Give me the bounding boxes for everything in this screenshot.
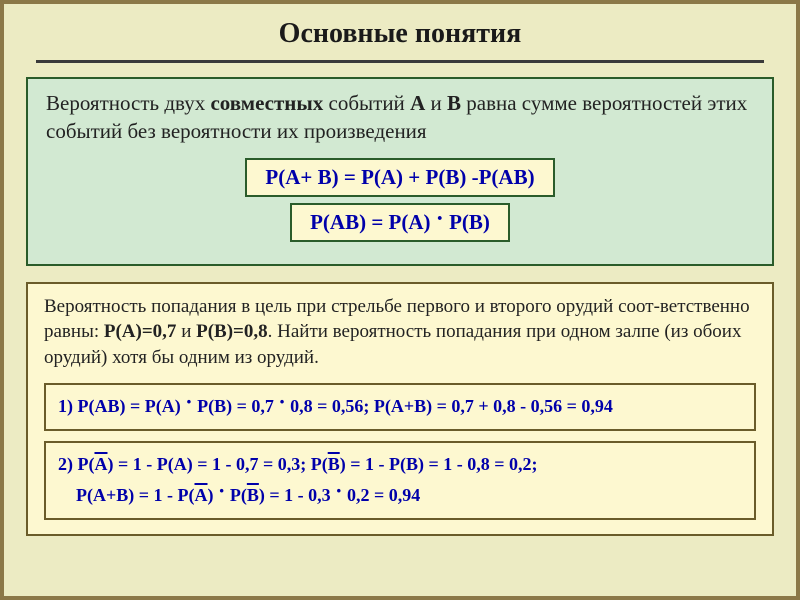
solution-2: 2) P(A) = 1 - P(A) = 1 - 0,7 = 0,3; P(B)… [44, 441, 756, 520]
theorem-statement: Вероятность двух совместных событий А и … [46, 89, 754, 146]
formula-row: P(A+ B) = P(A) + P(B) -P(AB) [46, 158, 754, 197]
text-bold: А [410, 91, 425, 115]
mult-dot-icon: · [218, 478, 225, 503]
sol-part: P(B) = 0,7 [193, 396, 279, 416]
text-bold: Р(А)=0,7 [104, 321, 177, 342]
sol-part: P(A+B) = 1 - P( [58, 485, 195, 505]
example-statement: Вероятность попадания в цель при стрельб… [44, 294, 756, 371]
sol-part: 0,2 = 0,94 [342, 485, 420, 505]
formula-row: P(AB) = P(A) · P(B) [46, 203, 754, 242]
sol-part: 2) P( [58, 454, 94, 474]
sol-part: 1) P(AB) = P(A) [58, 396, 185, 416]
sol-part: ) [208, 485, 219, 505]
text-bold: Р(В)=0,8 [196, 321, 268, 342]
solution-1: 1) P(AB) = P(A) · P(B) = 0,7 · 0,8 = 0,5… [44, 383, 756, 432]
sol-part: P( [225, 485, 247, 505]
overline-B: B [247, 485, 259, 505]
overline-A: A [94, 454, 107, 474]
formula-part: P(B) [444, 210, 490, 234]
mult-dot-icon: · [185, 389, 192, 414]
mult-dot-icon: · [335, 478, 342, 503]
slide-title: Основные понятия [4, 4, 796, 60]
sol-part: ) = 1 - P(A) = 1 - 0,7 = 0,3; P( [107, 454, 327, 474]
overline-A: A [195, 485, 208, 505]
text-run: событий [323, 91, 410, 115]
formula-sum: P(A+ B) = P(A) + P(B) -P(AB) [245, 158, 554, 197]
sol-part: ) = 1 - 0,3 [259, 485, 335, 505]
formula-part: P(AB) = P(A) [310, 210, 436, 234]
title-underline [36, 60, 764, 63]
text-run: Вероятность двух [46, 91, 210, 115]
text-bold: В [447, 91, 461, 115]
text-bold: совместных [210, 91, 323, 115]
text-run: и [425, 91, 447, 115]
mult-dot-icon: · [278, 389, 285, 414]
sol-part: ) = 1 - P(B) = 1 - 0,8 = 0,2; [340, 454, 538, 474]
formula-product: P(AB) = P(A) · P(B) [290, 203, 510, 242]
theorem-box: Вероятность двух совместных событий А и … [26, 77, 774, 266]
text-run: и [176, 321, 196, 342]
overline-B: B [328, 454, 340, 474]
example-box: Вероятность попадания в цель при стрельб… [26, 282, 774, 537]
mult-dot-icon: · [436, 206, 444, 232]
sol-part: 0,8 = 0,56; P(A+B) = 0,7 + 0,8 - 0,56 = … [286, 396, 613, 416]
